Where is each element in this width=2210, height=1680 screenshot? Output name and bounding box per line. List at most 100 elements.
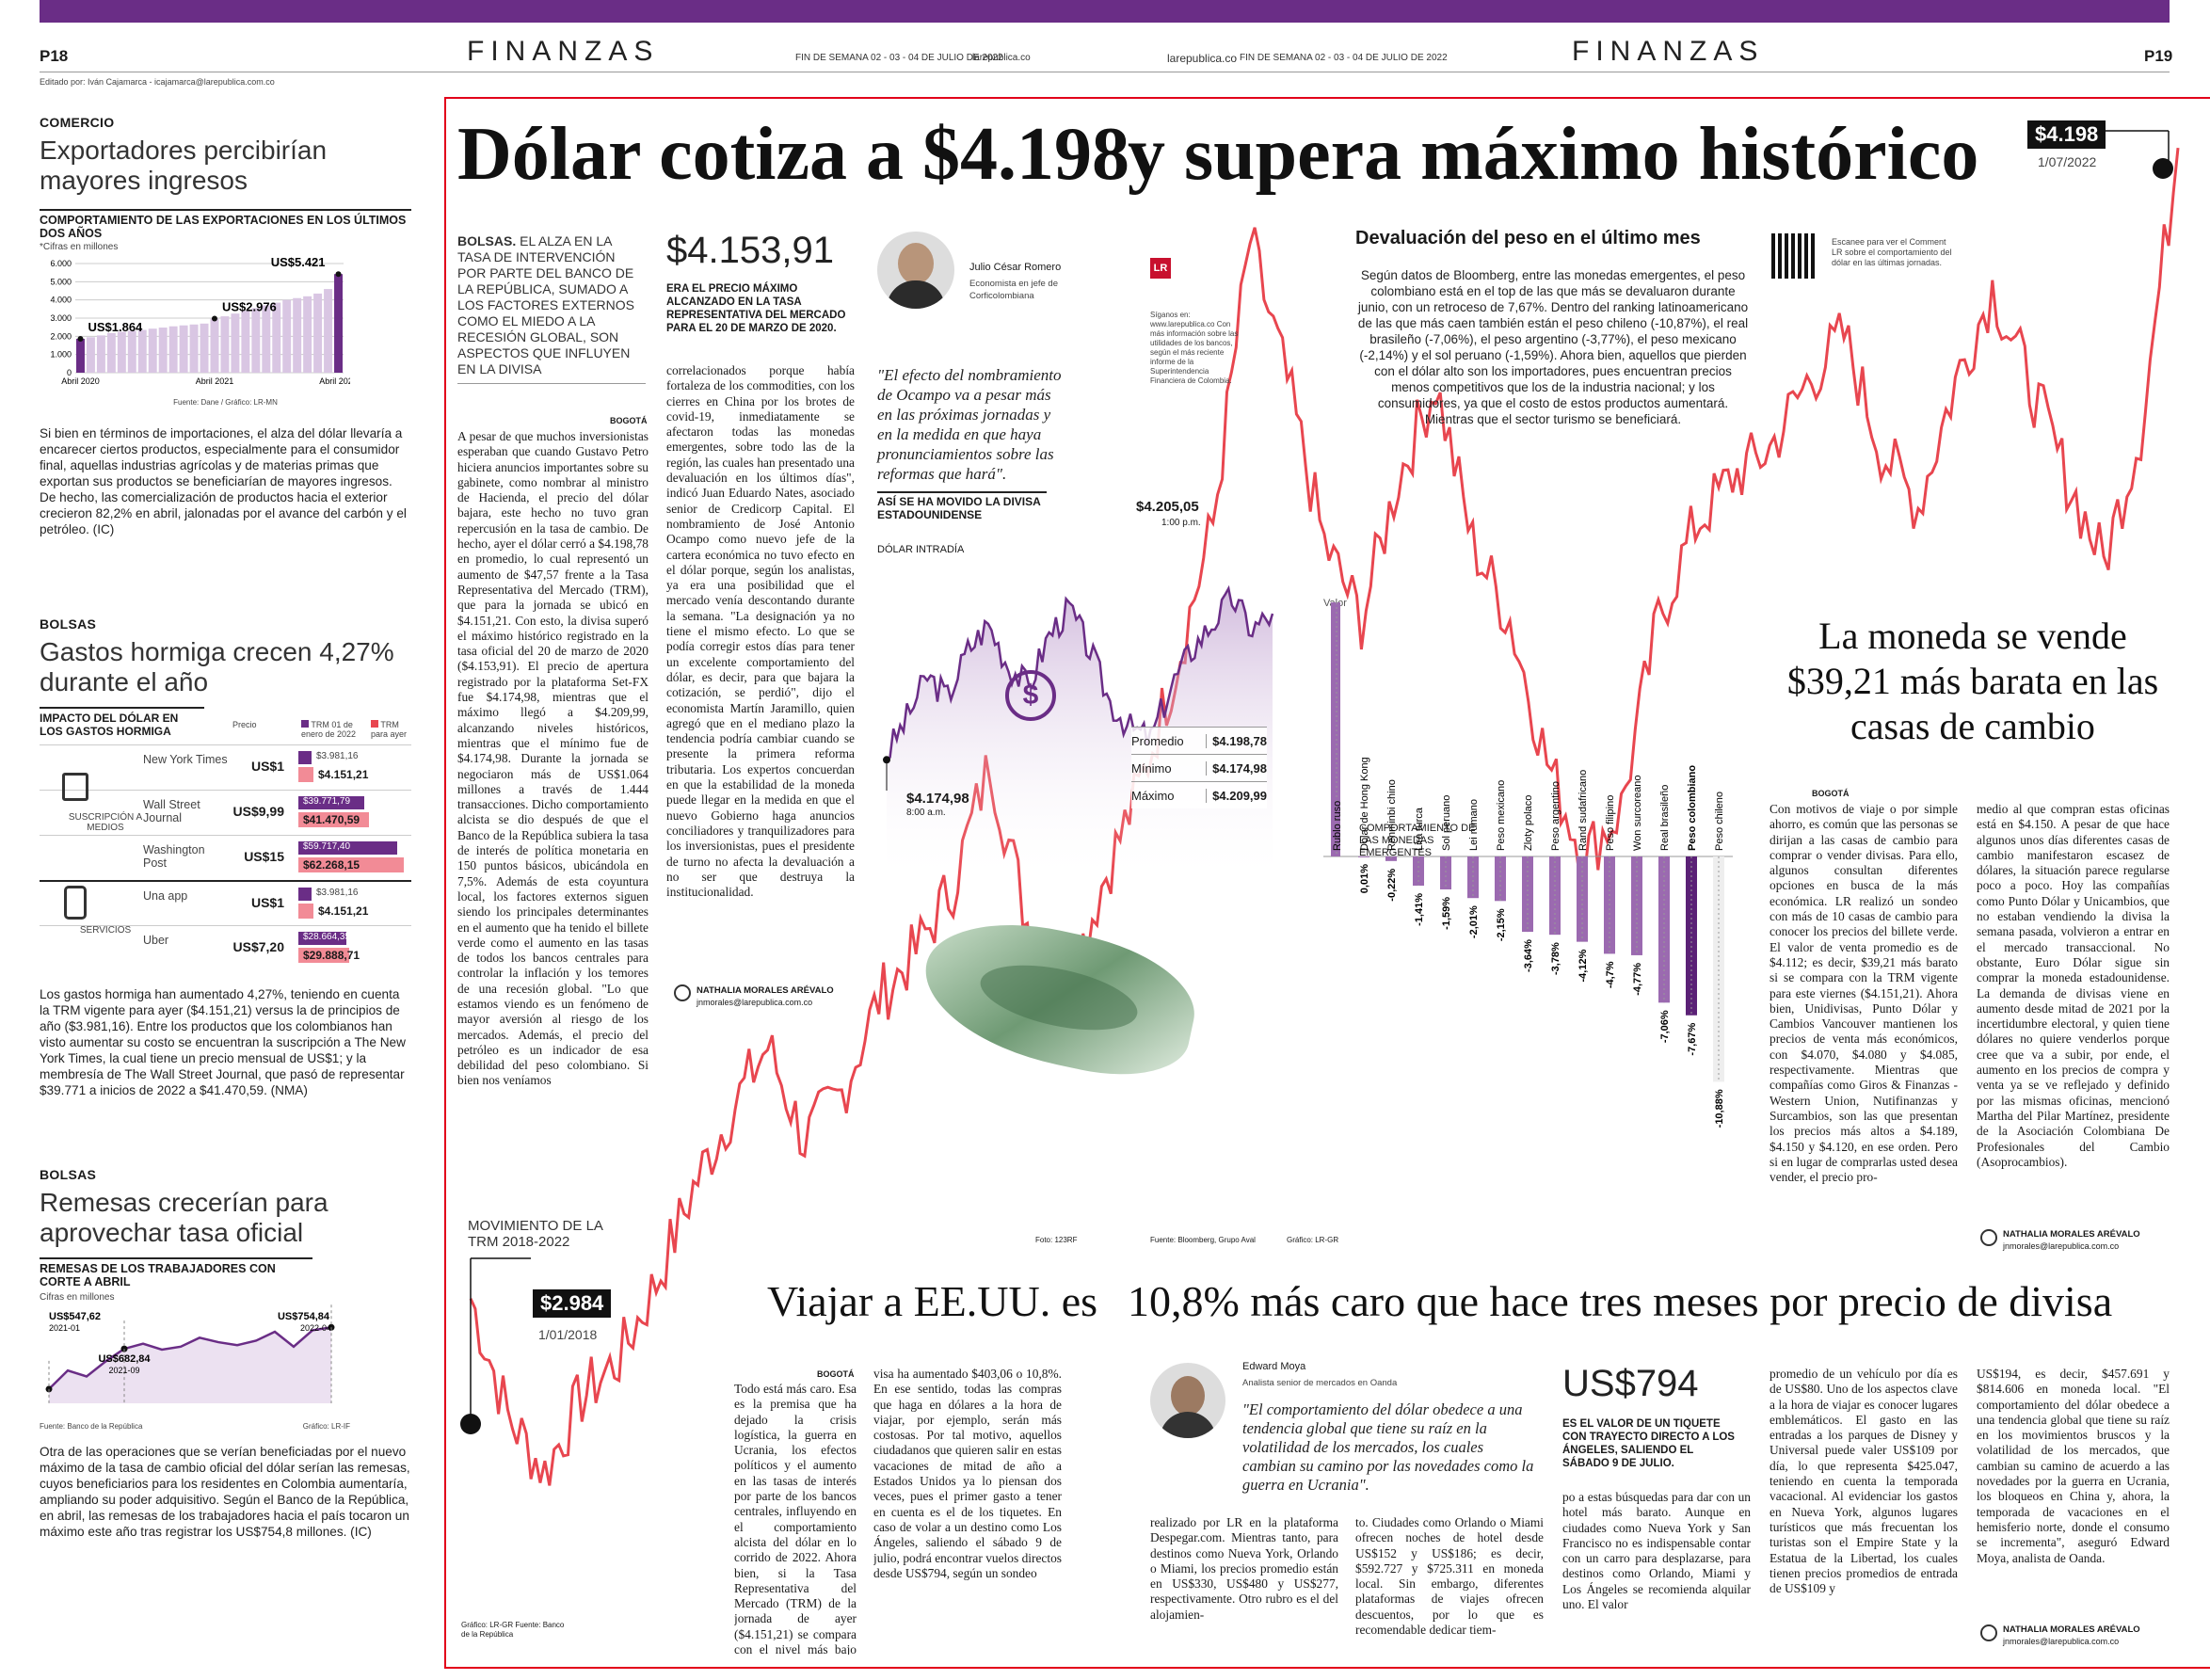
table-row: New York Times US$1 $3.981,16 $4.151,21 — [40, 744, 411, 790]
x-tick-label: Abril 2020 — [61, 376, 100, 386]
intraday-area — [887, 588, 1273, 885]
row-price: US$15 — [244, 849, 284, 864]
brief-body: Otra de las operaciones que se verían be… — [40, 1445, 410, 1539]
bar — [251, 308, 261, 373]
col-trm-jan: TRM 01 de enero de 2022 — [301, 720, 357, 739]
phone-icon — [64, 886, 87, 920]
bar-trm-jan — [298, 751, 312, 764]
kicker: BOLSAS — [40, 616, 97, 632]
series-line — [48, 1326, 332, 1390]
main-headline-right: y supera máximo histórico — [1128, 113, 1979, 196]
chart-graph: Gráfico: LR-GR — [1287, 1236, 1339, 1244]
bar-1 — [1358, 856, 1369, 857]
value-label: -3,64% — [1523, 939, 1534, 972]
bar — [168, 326, 178, 373]
bar — [241, 311, 250, 373]
big-value-caption: ERA EL PRECIO MÁXIMO ALCANZADO EN LA TAS… — [666, 283, 846, 334]
intraday-open-time: 8:00 a.m. — [906, 808, 946, 818]
end-value-date: 1/07/2022 — [2038, 154, 2097, 169]
avatar — [877, 232, 954, 309]
bar-trm-jan — [298, 841, 398, 855]
dollar-icon: $ — [1005, 670, 1056, 721]
bar — [117, 331, 126, 373]
bar-6 — [1495, 856, 1506, 902]
value-label: -2,01% — [1468, 905, 1480, 938]
value-trm-jan: $28.664,35 — [303, 932, 351, 942]
byline-email: jnmorales@larepublica.com.co — [697, 998, 813, 1007]
category-label: Dólar de Hong Kong — [1359, 757, 1370, 851]
date-label: 2021-01 — [49, 1323, 80, 1333]
big-value: $4.153,91 — [666, 230, 834, 271]
bar — [293, 297, 302, 373]
point — [45, 1385, 53, 1393]
chart-unit: *Cifras en millones — [40, 242, 119, 252]
bar-trm-now — [298, 812, 369, 827]
editor-credit: Editado por: Iván Cajamarca - icajamarca… — [40, 77, 275, 87]
qr-text: Escanee para ver el Comment LR sobre el … — [1832, 237, 1952, 267]
bar-trm-now — [298, 904, 313, 919]
point — [328, 1323, 335, 1331]
data-label: US$5.421 — [271, 255, 326, 269]
quote-2: "El comportamiento del dólar obedece a u… — [1242, 1400, 1534, 1494]
value-trm-now: $29.888,71 — [303, 949, 360, 962]
category-services: SERVICIOS — [79, 925, 132, 936]
category-label: Renminbi chino — [1386, 779, 1398, 851]
category-label: Peso argentino — [1550, 781, 1561, 851]
bar — [282, 299, 292, 373]
bar-trm-now — [298, 948, 349, 963]
row-price: US$9,99 — [232, 804, 284, 819]
chart-unit: Cifras en millones — [40, 1292, 115, 1303]
end-value-tag: $4.198 — [2027, 120, 2106, 149]
start-value-tag: $2.984 — [533, 1289, 612, 1318]
bar — [313, 293, 323, 373]
bar — [127, 330, 136, 373]
bar-2 — [1385, 856, 1397, 861]
kicker: COMERCIO — [40, 115, 115, 130]
bottom-col-6: promedio de un vehículo por día es de US… — [1770, 1367, 1958, 1596]
mail-icon — [1980, 1624, 1997, 1641]
bar — [189, 324, 199, 373]
bar — [86, 337, 95, 373]
top-color-bar — [40, 0, 2170, 23]
table-row: Uber US$7,20 $28.664,35 $29.888,71 — [40, 925, 411, 970]
bar-13 — [1686, 856, 1697, 1016]
intraday-stats: Promedio $4.198,78 Mínimo $4.174,98 Máximo $4… — [1131, 727, 1267, 808]
row-price: US$7,20 — [232, 939, 284, 954]
intraday-label: DÓLAR INTRADÍA — [877, 544, 965, 555]
stat-label: Mínimo — [1131, 760, 1172, 776]
bar-trm-now — [298, 857, 404, 872]
emerging-chart: Rublo ruso21,73%Dólar de Hong Kong0,01%R… — [1323, 602, 1733, 1128]
photo-credit: Foto: 123RF — [1035, 1236, 1078, 1244]
bar-0 — [1331, 602, 1340, 856]
category-label: Won surcoreano — [1632, 775, 1643, 851]
table-row: Washington Post US$15 $59.717,40 $62.268,15 — [40, 835, 411, 880]
dateline-city: BOGOTÁ — [817, 1369, 855, 1379]
value-trm-now: $62.268,15 — [303, 858, 360, 872]
category-label: Peso chileno — [1714, 792, 1725, 851]
x-tick-label: Abril 2021 — [196, 376, 234, 386]
bar — [76, 338, 85, 373]
byline-name: NATHALIA MORALES ARÉVALO — [2003, 1229, 2140, 1240]
row-price: US$1 — [250, 895, 284, 910]
bar — [220, 316, 230, 373]
bar — [158, 328, 168, 373]
category-media: SUSCRIPCIÓN A MEDIOS — [68, 812, 143, 833]
deval-title: Devaluación del peso en el último mes — [1355, 228, 1701, 248]
bar — [96, 335, 105, 373]
quote-1: "El efecto del nombramiento de Ocampo va… — [877, 366, 1062, 483]
mail-icon — [674, 984, 691, 1001]
right-page-number: P19 — [2144, 47, 2173, 65]
byline-email: jnmorales@larepublica.com.co — [2003, 1241, 2120, 1251]
avatar — [1150, 1363, 1225, 1438]
category-label: Peso colombiano — [1687, 765, 1698, 851]
category-label: Real brasileño — [1659, 785, 1671, 851]
value-label: -4,12% — [1577, 949, 1589, 982]
bar — [179, 325, 188, 373]
table-row: Una app US$1 $3.981,16 $4.151,21 — [40, 880, 411, 925]
col-trm-now: TRM para ayer — [371, 720, 408, 739]
trm-series-line — [469, 147, 2180, 1486]
chart-source: Fuente: Bloomberg, Grupo Aval — [1150, 1236, 1256, 1244]
category-label: Sol peruano — [1441, 795, 1452, 851]
chart-title: COMPORTAMIENTO DE LAS EXPORTACIONES EN L… — [40, 209, 411, 240]
